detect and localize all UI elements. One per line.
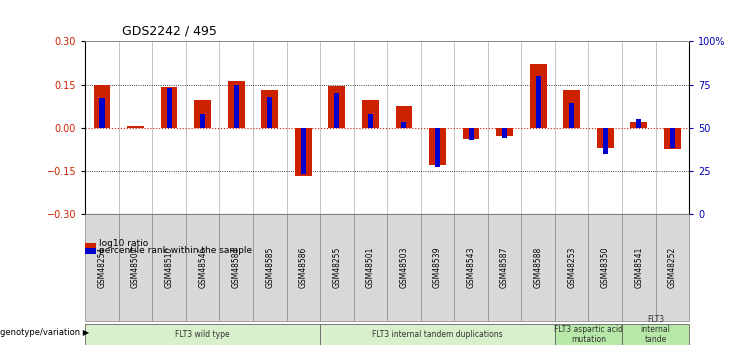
Bar: [362, 100, 379, 128]
Bar: [334, 93, 339, 128]
Text: GSM48507: GSM48507: [131, 247, 140, 288]
Text: GSM48254: GSM48254: [98, 247, 107, 288]
Bar: [368, 114, 373, 128]
Bar: [127, 126, 144, 128]
Text: FLT3
internal
tande
m duplic.: FLT3 internal tande m duplic.: [638, 315, 674, 345]
Bar: [268, 97, 272, 128]
Bar: [262, 90, 278, 128]
Bar: [664, 128, 681, 149]
Text: GSM48253: GSM48253: [567, 247, 576, 288]
Text: percentile rank within the sample: percentile rank within the sample: [99, 246, 252, 255]
Bar: [496, 128, 513, 136]
Bar: [468, 128, 473, 140]
Bar: [563, 90, 580, 128]
Bar: [569, 104, 574, 128]
Text: GSM48587: GSM48587: [500, 247, 509, 288]
Text: FLT3 wild type: FLT3 wild type: [176, 330, 230, 339]
Text: GSM48252: GSM48252: [668, 247, 677, 288]
Text: GSM48501: GSM48501: [366, 247, 375, 288]
Bar: [631, 122, 647, 128]
Text: GSM48350: GSM48350: [601, 247, 610, 288]
Text: genotype/variation ▶: genotype/variation ▶: [0, 328, 89, 337]
Text: GSM48588: GSM48588: [534, 247, 542, 288]
Bar: [93, 85, 110, 128]
Bar: [233, 85, 239, 128]
Text: GSM48539: GSM48539: [433, 247, 442, 288]
Bar: [429, 128, 446, 165]
Bar: [227, 81, 245, 128]
Bar: [328, 86, 345, 128]
Text: FLT3 aspartic acid
mutation: FLT3 aspartic acid mutation: [554, 325, 623, 344]
Bar: [167, 88, 172, 128]
Text: GSM48546: GSM48546: [198, 247, 207, 288]
Bar: [502, 128, 507, 138]
Bar: [462, 128, 479, 139]
Text: GSM48586: GSM48586: [299, 247, 308, 288]
Text: GSM48503: GSM48503: [399, 247, 408, 288]
Bar: [597, 128, 614, 148]
Bar: [194, 100, 211, 128]
Text: GSM48585: GSM48585: [265, 247, 274, 288]
Bar: [301, 128, 306, 174]
Bar: [295, 128, 312, 176]
Bar: [435, 128, 440, 167]
Text: GDS2242 / 495: GDS2242 / 495: [122, 24, 217, 37]
Bar: [99, 98, 104, 128]
Bar: [161, 87, 178, 128]
Text: GSM48510: GSM48510: [165, 247, 173, 288]
Text: GSM48584: GSM48584: [232, 247, 241, 288]
Bar: [396, 106, 412, 128]
Bar: [536, 76, 541, 128]
Text: FLT3 internal tandem duplications: FLT3 internal tandem duplications: [372, 330, 503, 339]
Bar: [670, 128, 675, 148]
Bar: [637, 119, 641, 128]
Bar: [530, 65, 547, 128]
Text: GSM48541: GSM48541: [634, 247, 643, 288]
Bar: [602, 128, 608, 154]
Text: log10 ratio: log10 ratio: [99, 239, 147, 248]
Text: GSM48255: GSM48255: [333, 247, 342, 288]
Text: GSM48543: GSM48543: [467, 247, 476, 288]
Bar: [200, 114, 205, 128]
Bar: [402, 122, 407, 128]
